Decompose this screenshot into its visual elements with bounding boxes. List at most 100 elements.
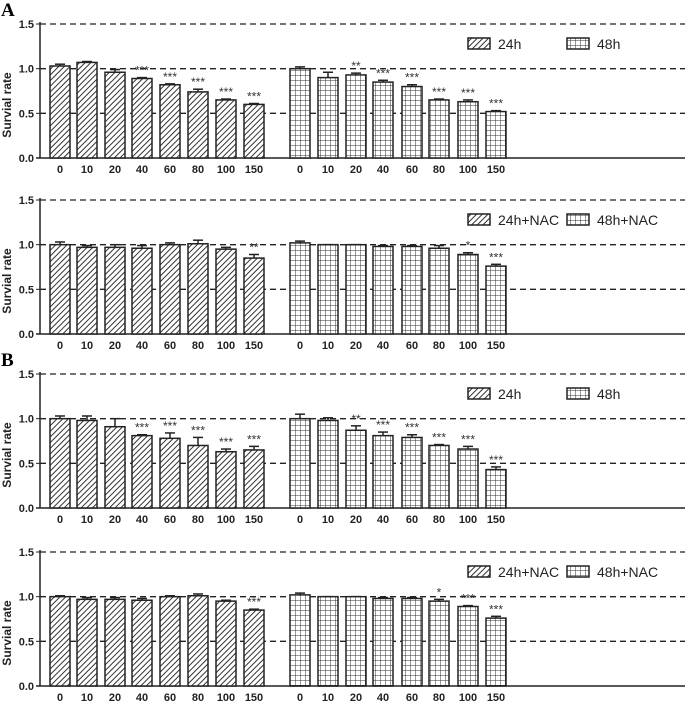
significance-marker: ***: [489, 250, 503, 264]
significance-marker: ***: [461, 86, 475, 100]
x-tick-label: 10: [322, 340, 334, 352]
x-tick-label: 10: [81, 692, 93, 704]
x-tick-label: 40: [377, 340, 389, 352]
x-tick-label: 0: [297, 164, 303, 176]
significance-marker: ***: [135, 64, 149, 78]
bar-24h-100: [215, 99, 237, 159]
bar-24h+NAC-80: [187, 595, 209, 687]
significance-marker: ***: [163, 70, 177, 84]
bar-48h+NAC-10: [317, 595, 339, 687]
y-tick-label: 0.0: [19, 681, 34, 693]
x-tick-label: 10: [81, 340, 93, 352]
y-tick-label: 0.5: [19, 108, 34, 120]
y-tick-label: 0.5: [19, 636, 34, 648]
significance-marker: ***: [191, 423, 205, 437]
bar-48h+NAC-100: [457, 253, 479, 335]
y-tick-label: 0.5: [19, 284, 34, 296]
x-tick-label: 80: [192, 514, 204, 526]
legend-label: 48h+NAC: [597, 564, 658, 580]
x-tick-label: 60: [406, 514, 418, 526]
x-tick-label: 0: [297, 514, 303, 526]
y-tick-label: 1.5: [19, 195, 34, 207]
significance-marker: **: [249, 240, 259, 254]
y-tick-label: 0.0: [19, 329, 34, 341]
x-tick-label: 40: [136, 692, 148, 704]
bar-24h+NAC-0: [49, 595, 71, 687]
x-tick-label: 60: [164, 164, 176, 176]
x-tick-label: 60: [406, 692, 418, 704]
bar-48h+NAC-20: [345, 595, 367, 687]
legend-swatch: [467, 213, 491, 226]
x-tick-label: 0: [57, 514, 63, 526]
x-tick-label: 80: [192, 340, 204, 352]
x-tick-label: 20: [350, 692, 362, 704]
bar-48h-40: [372, 434, 394, 509]
bar-48h+NAC-150: [485, 617, 507, 687]
x-tick-label: 100: [217, 514, 235, 526]
significance-marker: ***: [247, 432, 261, 446]
x-tick-label: 150: [487, 164, 505, 176]
bar-48h-100: [457, 448, 479, 509]
x-tick-label: 0: [297, 340, 303, 352]
significance-marker: *: [466, 239, 471, 253]
x-tick-label: 100: [459, 340, 477, 352]
significance-marker: ***: [405, 421, 419, 435]
bar-48h+NAC-40: [372, 597, 394, 687]
bar-24h+NAC-150: [243, 257, 265, 335]
legend-swatch: [467, 565, 491, 578]
x-tick-label: 80: [433, 340, 445, 352]
y-axis-label: Survial rate: [0, 72, 14, 138]
legend-label: 48h+NAC: [597, 212, 658, 228]
bar-24h-0: [49, 65, 71, 159]
legend-label: 24h: [498, 386, 521, 402]
legend-swatch: [467, 37, 491, 50]
x-tick-label: 100: [459, 692, 477, 704]
bar-24h-20: [104, 71, 126, 159]
significance-marker: ***: [405, 71, 419, 85]
significance-marker: ***: [219, 85, 233, 99]
y-tick-label: 0.0: [19, 503, 34, 515]
x-tick-label: 0: [57, 164, 63, 176]
x-tick-label: 10: [322, 692, 334, 704]
y-tick-label: 1.0: [19, 64, 34, 76]
bar-24h+NAC-10: [76, 598, 98, 687]
significance-marker: ***: [432, 85, 446, 99]
bar-48h+NAC-60: [401, 245, 423, 335]
x-tick-label: 10: [81, 164, 93, 176]
x-tick-label: 10: [322, 514, 334, 526]
bar-48h-40: [372, 81, 394, 159]
x-tick-label: 0: [297, 692, 303, 704]
bar-24h+NAC-100: [215, 248, 237, 335]
bar-24h+NAC-40: [131, 247, 153, 335]
bar-24h-80: [187, 444, 209, 509]
y-tick-label: 1.5: [19, 547, 34, 559]
bar-48h-60: [401, 85, 423, 159]
x-tick-label: 20: [350, 164, 362, 176]
y-axis-label: Survial rate: [0, 248, 14, 314]
y-tick-label: 1.0: [19, 414, 34, 426]
x-tick-label: 40: [136, 164, 148, 176]
x-tick-label: 60: [164, 692, 176, 704]
x-tick-label: 20: [109, 514, 121, 526]
x-tick-label: 0: [57, 340, 63, 352]
x-tick-label: 80: [192, 692, 204, 704]
x-tick-label: 60: [164, 340, 176, 352]
y-axis-label: Survial rate: [0, 600, 14, 666]
significance-marker: ***: [376, 418, 390, 432]
y-tick-label: 0.0: [19, 153, 34, 165]
bar-24h+NAC-100: [215, 600, 237, 687]
y-tick-label: 0.5: [19, 458, 34, 470]
bar-48h+NAC-80: [428, 600, 450, 687]
y-tick-label: 1.0: [19, 592, 34, 604]
bar-24h-40: [131, 434, 153, 509]
x-tick-label: 100: [459, 164, 477, 176]
x-tick-label: 20: [350, 340, 362, 352]
legend-swatch: [467, 387, 491, 400]
significance-marker: ***: [461, 592, 475, 606]
x-tick-label: 80: [433, 514, 445, 526]
x-tick-label: 20: [109, 340, 121, 352]
